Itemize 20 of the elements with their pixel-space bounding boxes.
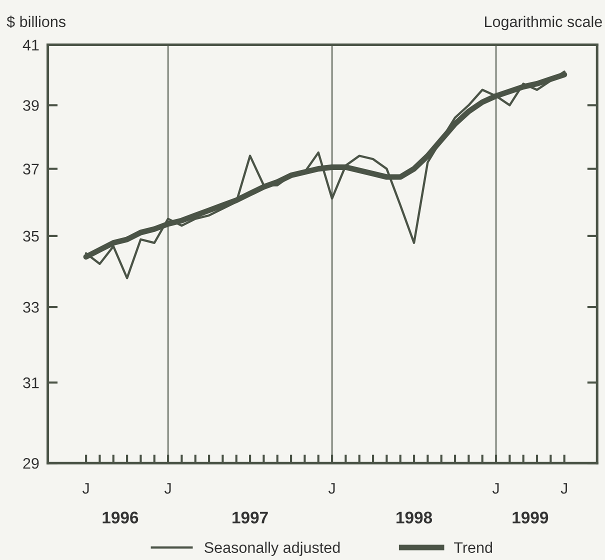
y-tick-label: 33 xyxy=(23,302,39,313)
y-tick-label: 39 xyxy=(23,100,39,111)
y-tick-label: 41 xyxy=(22,40,39,50)
text: 1998 xyxy=(396,512,432,524)
legend-label: Trend xyxy=(454,542,492,553)
y-tick-label: 31 xyxy=(23,377,39,388)
y-tick-label: 29 xyxy=(23,458,39,469)
legend-label: Seasonally adjusted xyxy=(204,542,340,556)
x-tick-label: J xyxy=(328,483,335,494)
y-axis-title: $ billions xyxy=(6,16,66,28)
y-tick-label: 37 xyxy=(23,164,39,174)
x-tick-label: J xyxy=(560,483,568,494)
text: 1997 xyxy=(232,512,268,524)
text: 1996 xyxy=(102,512,138,524)
text: Logarithmic scale xyxy=(485,16,602,30)
y-tick-label: 35 xyxy=(23,230,39,242)
text: 1999 xyxy=(512,512,548,524)
x-tick-label: J xyxy=(82,483,89,494)
x-tick-label: J xyxy=(164,483,171,494)
x-tick-label: J xyxy=(492,483,499,494)
